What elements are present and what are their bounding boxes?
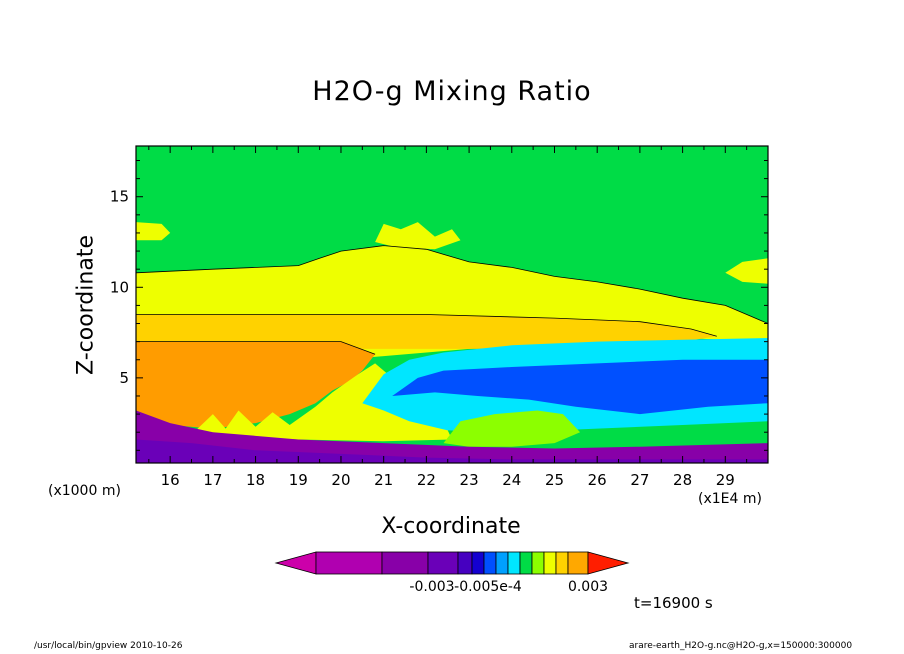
field-high-patch-3 bbox=[725, 258, 768, 284]
field-lower-streak bbox=[443, 410, 581, 447]
colorbar-arrow-high bbox=[587, 551, 630, 575]
y-tick-label: 5 bbox=[119, 369, 129, 387]
x-tick-labels: 16 17 18 19 20 21 22 23 24 25 26 27 28 29 bbox=[161, 471, 735, 489]
chart-title: H2O-g Mixing Ratio bbox=[312, 76, 592, 107]
colorbar-segment bbox=[543, 551, 557, 575]
footer-left: /usr/local/bin/gpview 2010-10-26 bbox=[34, 641, 183, 651]
colorbar-labels: -0.003 -0.005e-4 0.003 bbox=[409, 579, 608, 595]
x-tick-label: 25 bbox=[545, 471, 564, 489]
x-tick-label: 16 bbox=[161, 471, 180, 489]
y-axis-label: Z-coordinate bbox=[73, 235, 99, 375]
field-lower-band bbox=[136, 341, 376, 429]
x-tick-label: 28 bbox=[673, 471, 692, 489]
x-tick-label: 29 bbox=[716, 471, 735, 489]
y-tick-labels: 5 10 15 bbox=[110, 188, 129, 387]
z-unit-note: (x1000 m) bbox=[48, 483, 121, 499]
footer-right: arare-earth_H2O-g.nc@H2O-g,x=150000:3000… bbox=[629, 641, 853, 651]
x-tick-label: 26 bbox=[588, 471, 607, 489]
y-tick-label: 10 bbox=[110, 278, 129, 296]
x-tick-label: 20 bbox=[331, 471, 350, 489]
colorbar-segment bbox=[495, 551, 509, 575]
x-tick-label: 21 bbox=[374, 471, 393, 489]
colorbar-segment bbox=[567, 551, 589, 575]
contour-line-2 bbox=[136, 314, 717, 337]
field-high-patch-1 bbox=[136, 222, 171, 241]
x-tick-label: 22 bbox=[417, 471, 436, 489]
time-label: t=16900 s bbox=[634, 594, 713, 612]
x-unit-note: (x1E4 m) bbox=[698, 491, 762, 507]
x-axis-label: X-coordinate bbox=[381, 514, 521, 539]
colorbar-label: -0.005e-4 bbox=[454, 579, 522, 595]
colorbar bbox=[274, 551, 630, 575]
colorbar-segment bbox=[471, 551, 485, 575]
colorbar-arrow-low bbox=[274, 551, 317, 575]
x-tick-label: 18 bbox=[246, 471, 265, 489]
x-tick-label: 17 bbox=[203, 471, 222, 489]
field-surface-layer bbox=[136, 410, 768, 463]
colorbar-segment bbox=[519, 551, 533, 575]
colorbar-segment bbox=[507, 551, 521, 575]
x-tick-label: 19 bbox=[289, 471, 308, 489]
x-tick-label: 23 bbox=[460, 471, 479, 489]
y-tick-label: 15 bbox=[110, 188, 129, 206]
x-tick-label: 24 bbox=[502, 471, 521, 489]
field-surface-deep bbox=[136, 439, 768, 463]
colorbar-segment bbox=[555, 551, 569, 575]
field-deep-dry-core bbox=[392, 359, 768, 415]
colorbar-label: 0.003 bbox=[568, 579, 608, 595]
colorbar-segment bbox=[457, 551, 473, 575]
colorbar-segment bbox=[427, 551, 459, 575]
contour-line-1 bbox=[136, 245, 768, 324]
field-mid-band bbox=[136, 314, 717, 349]
plot-frame bbox=[135, 145, 769, 464]
colorbar-segment bbox=[315, 551, 383, 575]
x-tick-label: 27 bbox=[630, 471, 649, 489]
colorbar-label: -0.003 bbox=[409, 579, 454, 595]
axis-ticks bbox=[136, 146, 768, 463]
contour-line-3 bbox=[136, 341, 376, 355]
contour-fields bbox=[136, 146, 768, 463]
field-high-patch-2 bbox=[375, 222, 461, 250]
colorbar-segment bbox=[531, 551, 545, 575]
colorbar-segment bbox=[483, 551, 497, 575]
colorbar-segment bbox=[381, 551, 429, 575]
